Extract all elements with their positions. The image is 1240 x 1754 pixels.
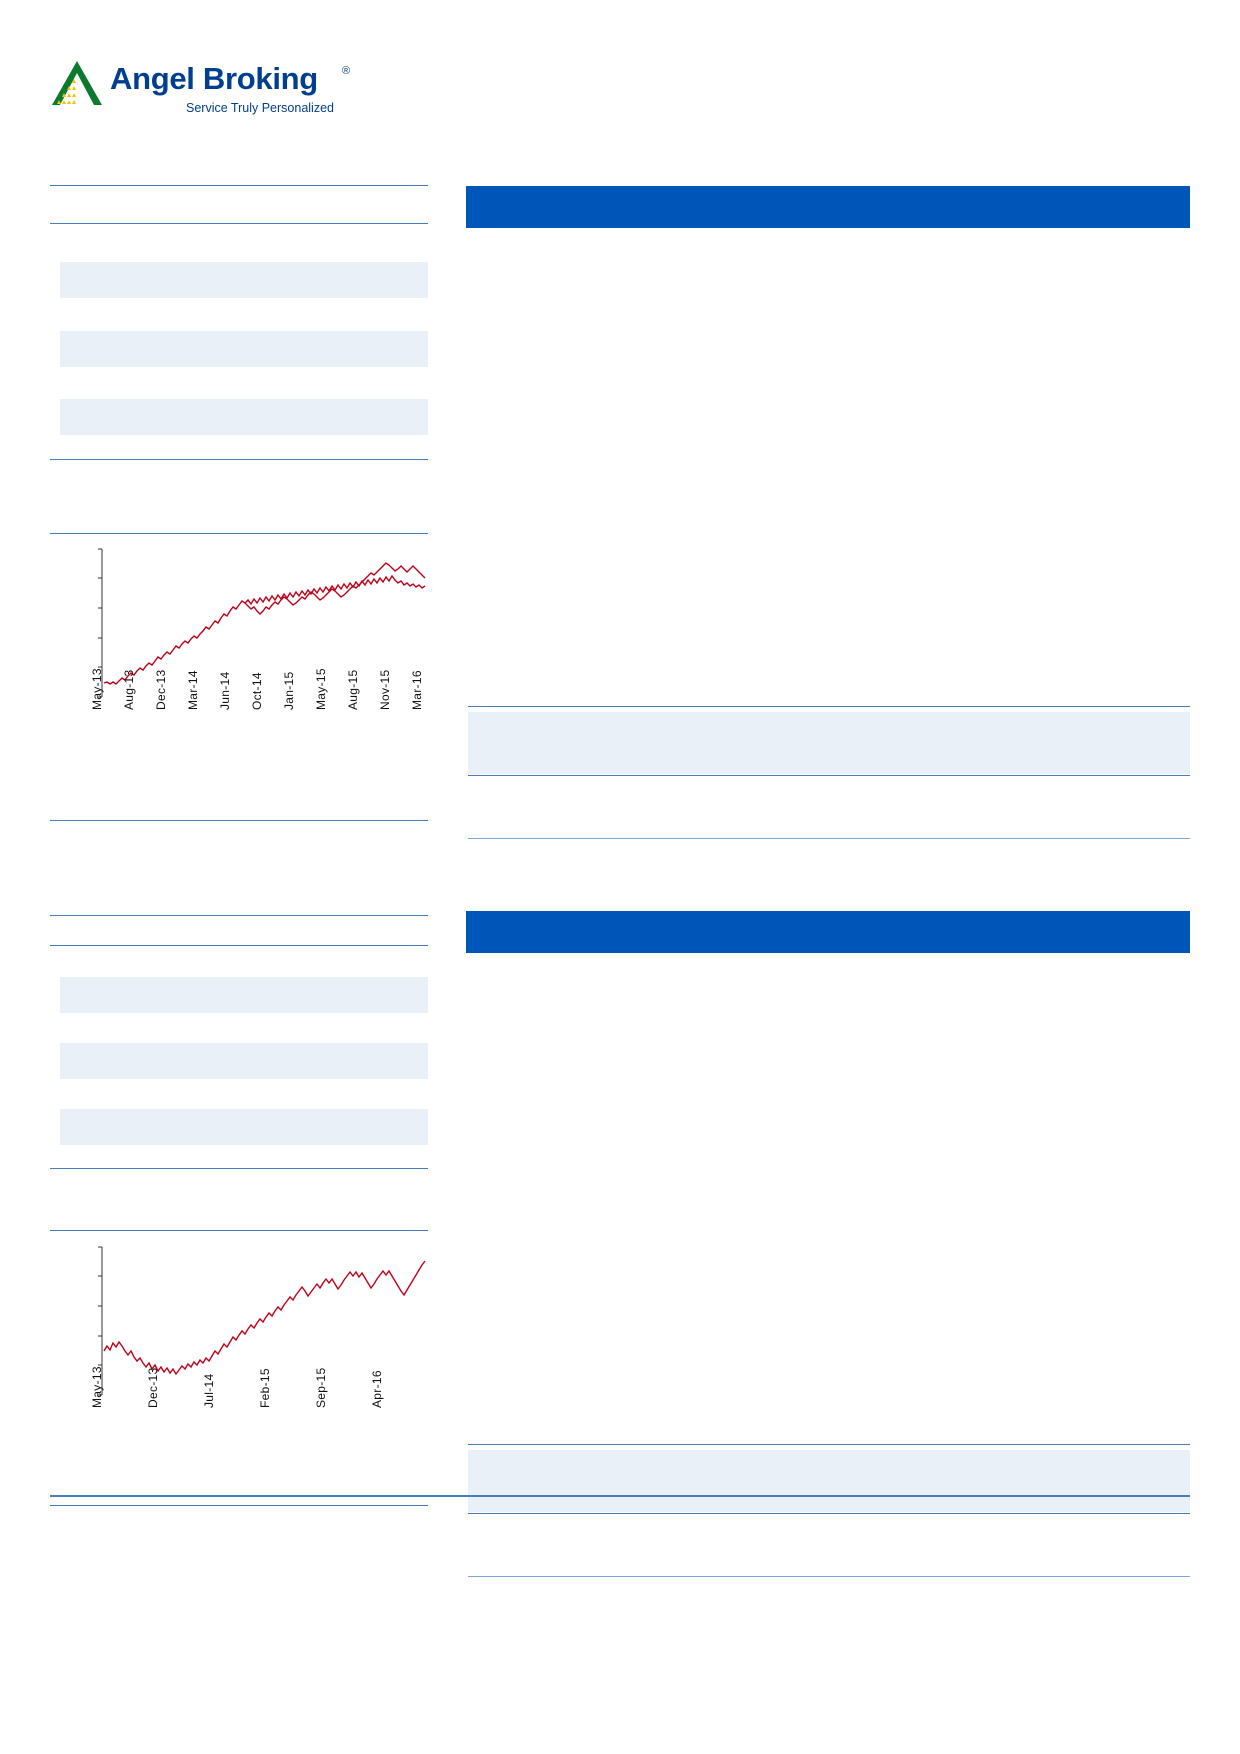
chart2-tick-3: Feb-15: [258, 1368, 272, 1408]
chart2-tick-0: May-13: [90, 1366, 104, 1408]
table-band-1: [468, 712, 1190, 774]
divider-top-1: [50, 185, 428, 186]
chart2-tick-1: Dec-13: [146, 1367, 160, 1408]
table-divider-2-mid: [468, 1513, 1190, 1514]
chart2-tick-4: Sep-15: [314, 1367, 328, 1409]
table-divider-2-top: [468, 1444, 1190, 1445]
brand-tagline: Service Truly Personalized: [186, 101, 334, 115]
chart1-tick-10: Mar-16: [410, 670, 424, 710]
divider-bottom-2: [50, 1168, 428, 1169]
chart1-tick-5: Oct-14: [250, 672, 264, 710]
chart1-tick-0: May-13: [90, 668, 104, 710]
info-band-4: [60, 977, 428, 1013]
chart1-tick-4: Jun-14: [218, 671, 232, 711]
info-band-3: [60, 399, 428, 435]
table-divider-1-mid: [468, 775, 1190, 776]
angel-logo-icon: [52, 61, 102, 105]
footer-divider: [50, 1495, 1190, 1497]
section-header-bar-2: [466, 911, 1190, 953]
info-band-5: [60, 1043, 428, 1079]
chart1-tick-9: Nov-15: [378, 669, 392, 710]
chart1-tick-3: Mar-14: [186, 670, 200, 710]
info-band-6: [60, 1109, 428, 1145]
registered-mark-icon: ®: [342, 65, 351, 77]
chart1-tick-1: Aug-13: [122, 669, 136, 711]
info-band-1: [60, 262, 428, 298]
divider-top-4: [50, 945, 428, 946]
divider-chart-top-1: [50, 533, 428, 534]
divider-top-3: [50, 915, 428, 916]
price-chart-2: May-13 Dec-13 Jul-14 Feb-15 Sep-15 Apr-1…: [56, 1243, 428, 1408]
table-band-2: [468, 1450, 1190, 1512]
price-chart-2-line: [103, 1260, 426, 1376]
chart1-tick-7: May-15: [314, 668, 328, 710]
divider-chart-bottom-1: [50, 820, 428, 821]
chart1-tick-6: Jan-15: [282, 671, 296, 711]
chart2-tick-2: Jul-14: [202, 1373, 216, 1408]
price-chart-1-svg: [98, 548, 426, 698]
divider-chart-top-2: [50, 1230, 428, 1231]
table-divider-1-top: [468, 706, 1190, 707]
info-band-2: [60, 331, 428, 367]
table-divider-1-bottom: [468, 838, 1190, 839]
brand-name: Angel Broking: [110, 61, 318, 96]
divider-bottom-1: [50, 459, 428, 460]
price-chart-1-line: [103, 562, 426, 685]
chart1-tick-2: Dec-13: [154, 669, 168, 710]
section-header-bar-1: [466, 186, 1190, 228]
table-divider-2-bottom: [468, 1576, 1190, 1577]
divider-chart-bottom-2: [50, 1505, 428, 1506]
chart2-tick-5: Apr-16: [370, 1370, 384, 1408]
price-chart-2-svg: [98, 1246, 426, 1396]
price-chart-1: May-13 Aug-13 Dec-13 Mar-14 Jun-14 Oct-1…: [56, 545, 428, 710]
divider-top-2: [50, 223, 428, 224]
chart1-tick-8: Aug-15: [346, 669, 360, 711]
brand-logo: Angel Broking ® Service Truly Personaliz…: [50, 55, 350, 125]
